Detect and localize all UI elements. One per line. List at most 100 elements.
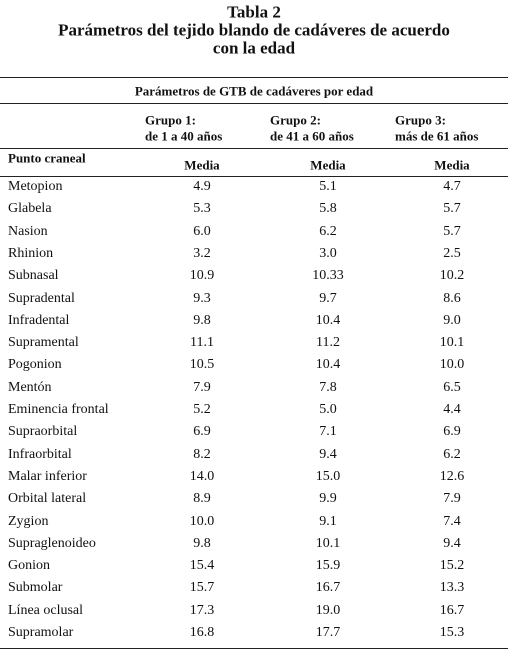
row-label: Zygion xyxy=(8,513,49,529)
cell: 8.6 xyxy=(443,290,461,306)
cell: 4.7 xyxy=(443,179,461,194)
cell: 6.9 xyxy=(443,424,461,440)
cell: 13.3 xyxy=(439,580,465,596)
row-label: Subnasal xyxy=(8,268,59,284)
row-label: Eminencia frontal xyxy=(8,402,109,417)
cell: 6.5 xyxy=(443,379,461,395)
cell: 5.0 xyxy=(319,402,337,417)
cell: 19.0 xyxy=(315,602,341,618)
row-label: Metopion xyxy=(8,179,63,194)
cell: 5.7 xyxy=(443,223,461,239)
cell: 11.2 xyxy=(316,335,340,351)
row-label: Infradental xyxy=(8,312,70,328)
cell: 6.0 xyxy=(193,223,211,239)
cell: 17.7 xyxy=(315,625,341,640)
cell: 10.5 xyxy=(189,357,215,373)
cell: 16.7 xyxy=(439,602,465,618)
cell: 7.9 xyxy=(443,491,461,507)
cell: 10.4 xyxy=(315,357,341,373)
cell: 7.8 xyxy=(319,379,337,395)
cell: 5.2 xyxy=(193,402,211,417)
group-header: de 1 a 40 años xyxy=(145,128,223,144)
group-header: Grupo 2: xyxy=(270,112,321,128)
row-label: Supraglenoideo xyxy=(8,535,96,551)
cell: 3.0 xyxy=(319,245,337,261)
row-label: Malar inferior xyxy=(8,468,87,484)
cell: 8.2 xyxy=(193,446,211,462)
row-label: Supramental xyxy=(8,335,79,351)
cell: 9.9 xyxy=(319,491,337,507)
cell: 7.1 xyxy=(319,424,337,440)
rule xyxy=(0,648,508,649)
cell: 10.4 xyxy=(315,312,341,328)
cell: 6.9 xyxy=(193,424,211,440)
cell: 9.4 xyxy=(443,535,461,551)
row-label: Línea oclusal xyxy=(8,602,84,618)
row-label: Mentón xyxy=(8,379,52,395)
cell: 9.4 xyxy=(319,446,337,462)
row-label: Pogonion xyxy=(8,357,62,373)
cell: 15.9 xyxy=(315,558,341,574)
group-header: de 41 a 60 años xyxy=(270,128,354,144)
cell: 3.2 xyxy=(193,245,211,261)
row-label: Supraorbital xyxy=(8,424,78,440)
cell: 16.7 xyxy=(315,580,341,596)
cell: 8.9 xyxy=(193,491,211,507)
row-label: Nasion xyxy=(8,223,48,239)
group-header: más de 61 años xyxy=(395,128,479,144)
cell: 5.7 xyxy=(443,201,461,217)
cell: 9.8 xyxy=(193,312,211,328)
cell: 7.4 xyxy=(443,513,461,529)
cell: 10.2 xyxy=(439,268,465,284)
title-line: Parámetros del tejido blando de cadávere… xyxy=(58,20,450,40)
group-header: Grupo 3: xyxy=(395,112,446,128)
cell: 10.1 xyxy=(439,335,465,351)
cell: 4.9 xyxy=(193,179,211,194)
rule xyxy=(0,148,508,149)
cell: 5.3 xyxy=(193,201,211,217)
cell: 10.33 xyxy=(312,268,344,284)
cell: 5.8 xyxy=(319,201,337,217)
cell: 2.5 xyxy=(443,245,461,261)
cell: 4.4 xyxy=(443,402,461,417)
row-label: Supradental xyxy=(8,290,75,306)
cell: 7.9 xyxy=(193,379,211,395)
cell: 10.1 xyxy=(315,535,341,551)
cell: 9.0 xyxy=(443,312,461,328)
cell: 14.0 xyxy=(189,468,215,484)
cell: 9.1 xyxy=(319,513,337,529)
row-label: Gonion xyxy=(8,558,50,574)
cell: 10.0 xyxy=(189,513,215,529)
row-label: Supramolar xyxy=(8,625,74,640)
row-label: Rhinion xyxy=(8,245,54,261)
row-label: Orbital lateral xyxy=(8,491,87,507)
cell: 9.8 xyxy=(193,535,211,551)
cell: 16.8 xyxy=(189,625,215,640)
column-header: Media xyxy=(310,157,346,173)
row-label: Submolar xyxy=(8,580,63,596)
cell: 5.1 xyxy=(319,179,337,194)
rule xyxy=(0,176,508,177)
cell: 6.2 xyxy=(319,223,337,239)
cell: 9.3 xyxy=(193,290,211,306)
cell: 12.6 xyxy=(439,468,465,484)
rule xyxy=(0,103,508,104)
cell: 11.1 xyxy=(190,335,214,351)
group-header: Grupo 1: xyxy=(145,112,196,128)
table-caption: Parámetros de GTB de cadáveres por edad xyxy=(134,83,374,99)
row-label: Infraorbital xyxy=(8,446,72,462)
column-header: Media xyxy=(184,157,220,173)
row-label: Glabela xyxy=(8,201,52,217)
title-line: con la edad xyxy=(212,38,296,58)
cell: 15.2 xyxy=(439,558,465,574)
rule xyxy=(0,77,508,78)
cell: 10.9 xyxy=(189,268,215,284)
cell: 15.0 xyxy=(315,468,341,484)
cell: 15.7 xyxy=(189,580,215,596)
cell: 6.2 xyxy=(443,446,461,462)
column-header: Media xyxy=(434,157,470,173)
title: Tabla 2 xyxy=(227,2,281,22)
cell: 9.7 xyxy=(319,290,337,306)
cell: 15.3 xyxy=(439,625,465,640)
